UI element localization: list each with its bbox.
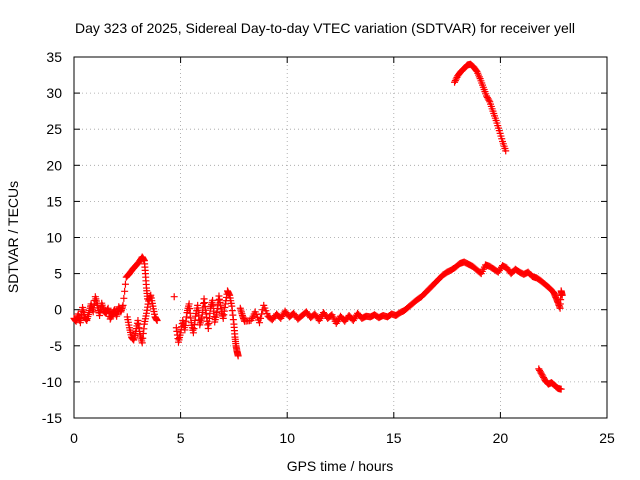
grid (74, 57, 607, 418)
plot-frame (73, 56, 608, 419)
y-tick-label: 0 (54, 302, 62, 318)
axis-ticks: 0 5 10 15 20 25 -15 -10 -5 0 5 10 15 20 25 30 35 (42, 49, 615, 446)
data-point (257, 314, 265, 322)
x-tick-label: 25 (599, 430, 615, 446)
data-point (120, 294, 128, 302)
data-point (502, 147, 510, 155)
data-point (153, 317, 161, 325)
x-tick-label: 15 (386, 430, 402, 446)
y-tick-label: 25 (46, 121, 62, 137)
data-point (452, 75, 460, 83)
y-tick-label: -10 (42, 374, 62, 390)
y-tick-label: 10 (46, 230, 62, 246)
data-point (170, 293, 178, 301)
data-point (234, 352, 242, 360)
data-point (121, 287, 129, 295)
data-point (451, 78, 459, 86)
x-axis-label: GPS time / hours (287, 458, 394, 474)
data-point (558, 291, 566, 299)
y-tick-label: 35 (46, 49, 62, 65)
data-point (121, 280, 129, 288)
data-markers (70, 60, 566, 393)
data-point (255, 319, 263, 327)
x-tick-label: 10 (279, 430, 295, 446)
data-point (451, 77, 459, 85)
x-tick-label: 5 (177, 430, 185, 446)
y-tick-label: -15 (42, 410, 62, 426)
y-tick-label: 30 (46, 85, 62, 101)
x-tick-label: 0 (70, 430, 78, 446)
y-tick-label: 20 (46, 157, 62, 173)
y-tick-label: 5 (54, 266, 62, 282)
data-point (119, 301, 127, 309)
y-tick-label: 15 (46, 193, 62, 209)
y-tick-label: -5 (50, 338, 63, 354)
data-point (557, 385, 565, 393)
chart-title: Day 323 of 2025, Sidereal Day-to-day VTE… (75, 20, 575, 36)
y-axis-label: SDTVAR / TECUs (5, 181, 21, 293)
x-tick-label: 20 (493, 430, 509, 446)
data-point (485, 96, 493, 104)
